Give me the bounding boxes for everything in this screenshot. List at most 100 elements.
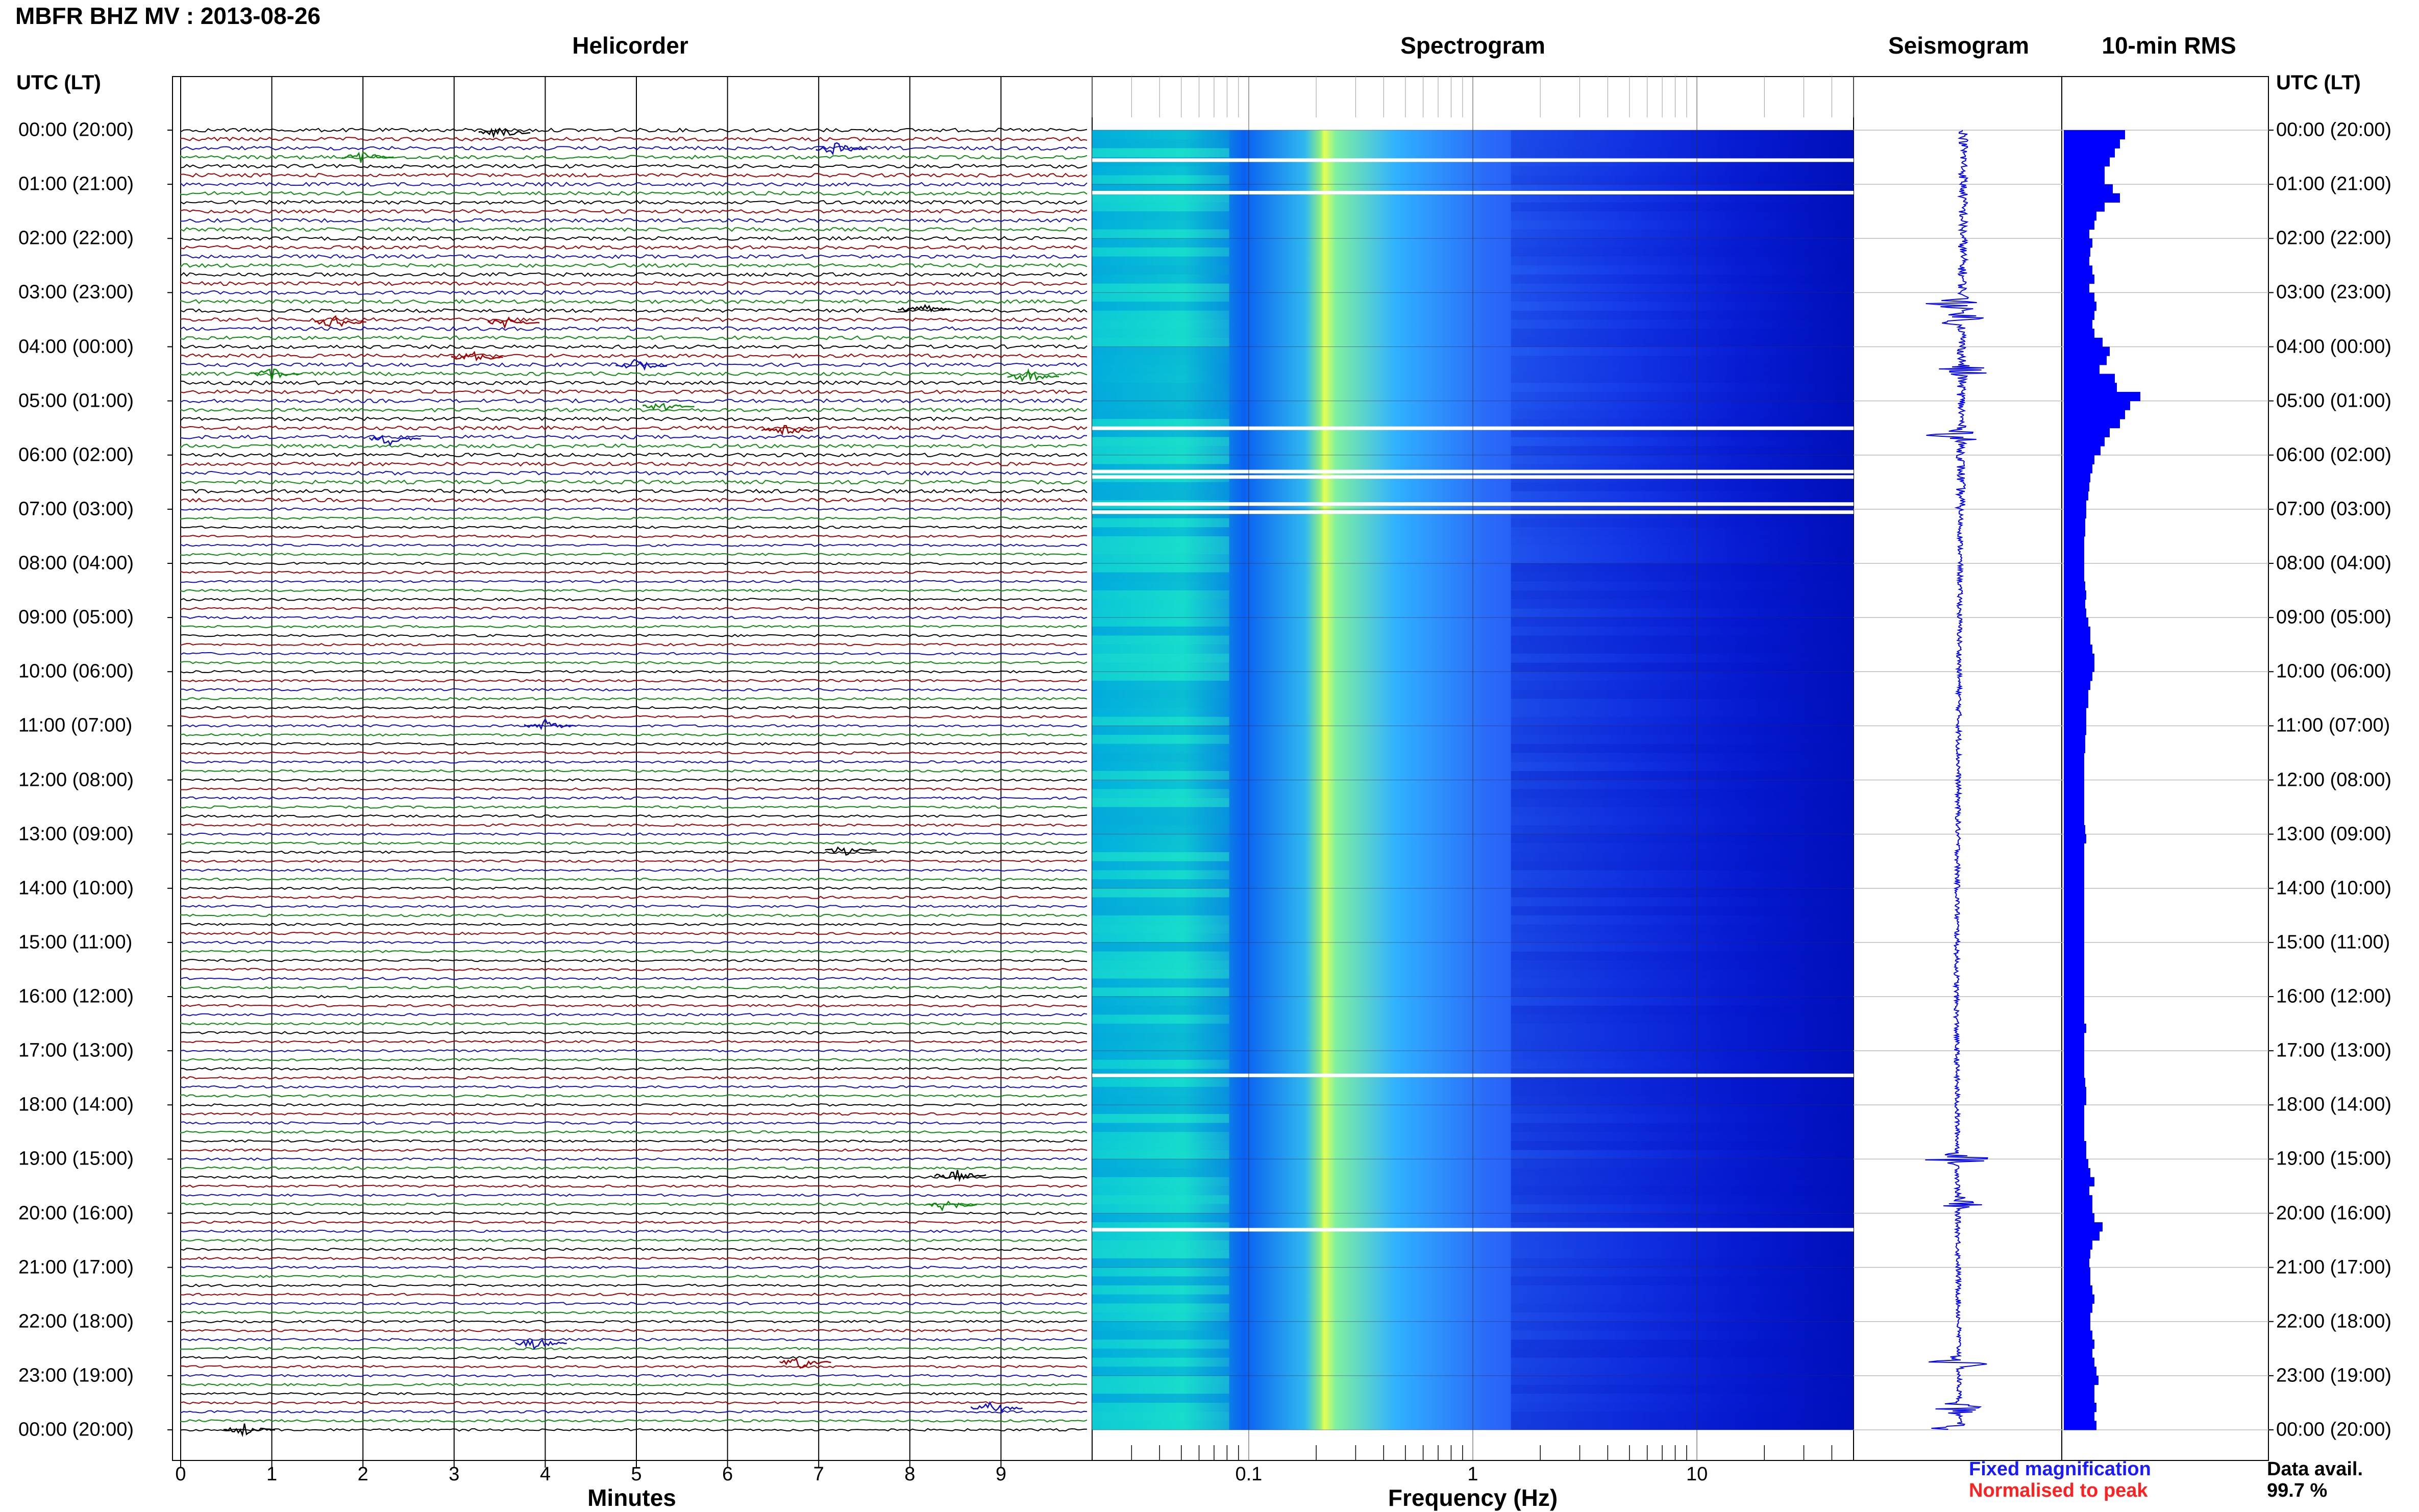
helicorder-trace	[180, 1419, 1088, 1423]
time-label-left: 17:00 (13:00)	[18, 1039, 134, 1061]
helicorder-xtick: 4	[539, 1464, 551, 1485]
rms-bar	[2064, 915, 2084, 925]
helicorder-trace	[180, 191, 1088, 196]
spectrogram-row	[1092, 743, 1229, 753]
spectrogram-row	[1511, 1258, 1854, 1268]
rms-bar	[2064, 879, 2084, 889]
rms-bar	[2064, 689, 2088, 699]
spectrogram-row	[1092, 364, 1229, 374]
helicorder-trace	[180, 742, 1088, 746]
panel-frame	[1853, 76, 2062, 1461]
spectrogram-row	[1511, 608, 1854, 618]
spectrogram-row	[1092, 1195, 1229, 1204]
helicorder-trace	[180, 1166, 1088, 1170]
rms-bar	[2064, 356, 2107, 365]
helicorder-trace	[180, 1103, 1088, 1107]
helicorder-trace	[180, 1320, 1088, 1324]
spectrogram-row	[1092, 870, 1229, 880]
spectrogram-row	[1511, 1303, 1854, 1313]
spectrogram-row	[1092, 987, 1229, 997]
spectrogram-row	[1092, 536, 1229, 546]
time-label-left: 14:00 (10:00)	[18, 877, 134, 899]
rms-bar	[2064, 1014, 2084, 1024]
spectrogram-xtick: 10	[1686, 1464, 1708, 1485]
helicorder-xtick: 9	[995, 1464, 1006, 1485]
rms-bar	[2064, 816, 2084, 826]
rms-bar	[2064, 211, 2096, 221]
helicorder-trace	[180, 931, 1088, 935]
time-label-right: 12:00 (08:00)	[2276, 769, 2392, 790]
rms-bar	[2064, 148, 2115, 158]
spectrogram-row	[1092, 1285, 1229, 1295]
spectrogram-row	[1511, 1086, 1854, 1096]
helicorder-trace	[180, 615, 1088, 619]
helicorder-trace	[180, 958, 1088, 962]
spectrogram-row	[1511, 329, 1854, 338]
helicorder-trace	[180, 461, 1088, 467]
helicorder-xtick: 5	[631, 1464, 642, 1485]
spectrogram-row	[1511, 1367, 1854, 1376]
helicorder-trace	[180, 796, 1088, 800]
spectrogram-row	[1092, 1249, 1229, 1258]
rms-bar	[2064, 410, 2125, 419]
spectrogram-row	[1092, 1096, 1229, 1105]
spectrogram-row	[1511, 1348, 1854, 1358]
spectrogram-row	[1092, 852, 1229, 861]
rms-bar	[2064, 1375, 2099, 1385]
helicorder-trace	[180, 525, 1088, 529]
spectrogram-row	[1092, 211, 1229, 220]
rms-bar	[2064, 1132, 2084, 1142]
helicorder-trace	[180, 407, 1088, 413]
rms-bar	[2064, 1168, 2090, 1178]
spectrogram-row	[1511, 1195, 1854, 1204]
helicorder-trace	[180, 950, 1088, 953]
spectrogram-row	[1092, 1042, 1229, 1051]
rms-bar	[2064, 1312, 2090, 1322]
spectrogram-row	[1092, 572, 1229, 582]
rms-bar	[2064, 1231, 2100, 1241]
spectrogram-row	[1511, 437, 1854, 447]
spectrogram-row	[1092, 554, 1229, 563]
rms-bar	[2064, 825, 2085, 835]
helicorder-trace	[180, 1256, 1088, 1260]
time-label-left: 00:00 (20:00)	[18, 1419, 134, 1441]
spectrogram-row	[1092, 590, 1229, 600]
rms-bar	[2064, 743, 2085, 753]
rms-bar	[2064, 491, 2088, 501]
rms-bar	[2064, 617, 2088, 627]
rms-bar	[2064, 275, 2094, 284]
rms-bar	[2064, 175, 2105, 185]
spectrogram-row	[1092, 816, 1229, 825]
helicorder-trace	[180, 227, 1088, 232]
helicorder-trace	[180, 1184, 1088, 1188]
helicorder-trace	[180, 1293, 1088, 1296]
spectrogram-row	[1092, 1231, 1229, 1241]
helicorder-trace	[180, 760, 1088, 764]
rms-bar	[2064, 978, 2084, 988]
rms-bar	[2064, 1330, 2092, 1340]
spectrogram-row	[1511, 1132, 1854, 1141]
spectrogram-row	[1511, 1014, 1854, 1024]
spectrogram-row	[1092, 1177, 1229, 1186]
helicorder-trace	[180, 308, 1088, 313]
helicorder-trace	[180, 670, 1088, 674]
spectrogram-row	[1092, 581, 1229, 591]
helicorder-trace	[180, 1049, 1088, 1053]
helicorder-trace	[180, 209, 1088, 214]
spectrogram-row	[1511, 446, 1854, 455]
time-label-left: 12:00 (08:00)	[18, 769, 134, 790]
spectrogram-row	[1092, 1123, 1229, 1132]
spectrogram-row	[1092, 1384, 1229, 1394]
panel-frame	[2061, 76, 2269, 1461]
helicorder-trace	[180, 516, 1088, 520]
spectrogram-row	[1092, 337, 1229, 347]
rms-bar	[2064, 1367, 2096, 1376]
helicorder-trace	[180, 380, 1088, 385]
time-label-left: 10:00 (06:00)	[18, 660, 134, 682]
helicorder-trace	[180, 182, 1088, 187]
rms-bar	[2064, 861, 2084, 871]
rms-bar	[2064, 130, 2125, 140]
spectrogram-row	[1511, 1204, 1854, 1213]
spectrogram-row	[1092, 256, 1229, 266]
spectrogram-row	[1092, 1105, 1229, 1114]
